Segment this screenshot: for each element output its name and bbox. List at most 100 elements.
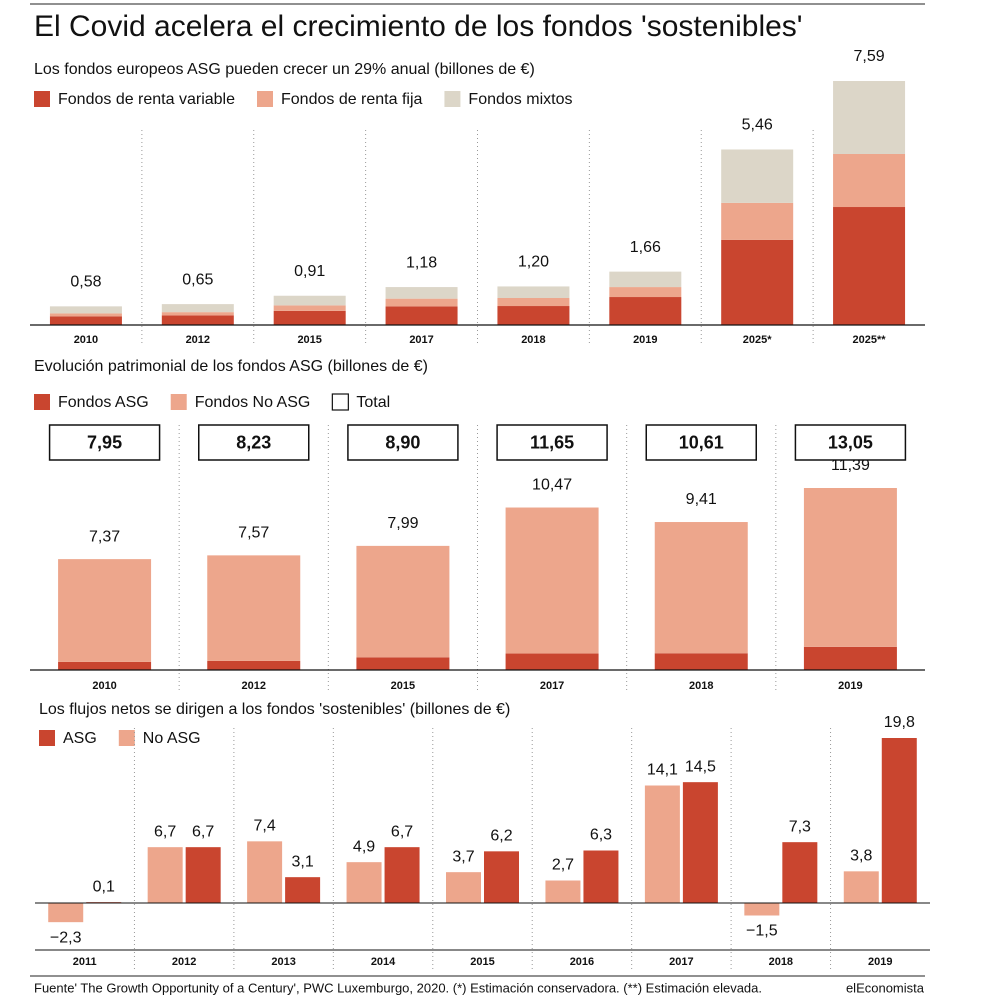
bar — [247, 841, 283, 903]
bar-segment — [833, 153, 906, 208]
bar-segment — [609, 287, 682, 298]
bar-segment — [356, 545, 450, 658]
x-tick-label: 2018 — [689, 680, 713, 692]
bar-segment — [58, 661, 152, 670]
bar — [446, 872, 481, 903]
x-tick-label: 2015 — [470, 956, 494, 968]
bar — [185, 847, 221, 903]
x-tick-label: 2013 — [271, 956, 295, 968]
bar-segment — [49, 306, 122, 314]
x-tick-label: 2012 — [172, 956, 196, 968]
x-tick-label: 2014 — [371, 956, 396, 968]
bar — [285, 877, 321, 903]
total-box — [198, 424, 310, 461]
bar — [147, 847, 183, 903]
value-label: 0,1 — [93, 878, 115, 895]
brand: elEconomista — [846, 980, 925, 995]
bar-segment — [654, 653, 748, 670]
total-label: 8,23 — [236, 432, 271, 452]
legend-swatch — [34, 91, 50, 107]
bar-segment — [207, 660, 301, 670]
bar-segment — [273, 295, 346, 306]
total-box — [48, 424, 161, 461]
bar-segment — [609, 297, 682, 325]
value-label: 7,57 — [238, 525, 269, 542]
value-label: 14,5 — [685, 758, 716, 775]
bar-segment — [385, 287, 458, 299]
bar-segment — [273, 305, 346, 311]
bar-segment — [49, 313, 122, 317]
x-tick-label: 2012 — [242, 680, 266, 692]
bar-segment — [803, 488, 897, 647]
value-label: 7,99 — [387, 515, 418, 532]
bar-segment — [833, 207, 906, 325]
legend-swatch — [444, 91, 461, 107]
x-tick-label: 2015 — [391, 680, 415, 692]
bar-segment — [721, 149, 794, 203]
legend-swatch — [118, 730, 135, 746]
x-tick-label: 2010 — [92, 680, 116, 692]
chart-title: Evolución patrimonial de los fondos ASG … — [34, 358, 428, 375]
bar — [843, 871, 879, 903]
bar-segment — [497, 297, 570, 307]
bar-segment — [356, 657, 450, 670]
bar-segment — [654, 522, 748, 654]
bar-segment — [385, 298, 458, 307]
total-label: 13,05 — [828, 432, 873, 452]
x-tick-label: 2019 — [838, 680, 862, 692]
bar — [545, 880, 581, 903]
legend-label: Fondos mixtos — [468, 91, 572, 108]
total-label: 7,59 — [853, 48, 884, 65]
bar-segment — [505, 507, 599, 654]
x-tick-label: 2019 — [633, 334, 657, 346]
bar — [744, 903, 780, 916]
total-box — [645, 424, 757, 461]
bar — [682, 782, 718, 903]
bar — [48, 903, 84, 923]
total-label: 7,95 — [87, 432, 122, 452]
bar — [384, 847, 420, 903]
legend-label: Fondos No ASG — [195, 394, 311, 411]
total-label: 0,58 — [70, 274, 101, 291]
legend-label: Total — [356, 394, 390, 411]
value-label: 6,7 — [154, 823, 176, 840]
value-label: 7,37 — [89, 528, 120, 545]
bar — [583, 850, 619, 903]
total-box — [496, 424, 608, 461]
bar-segment — [721, 202, 794, 240]
x-tick-label: 2012 — [186, 334, 210, 346]
bar-segment — [161, 304, 234, 313]
total-box — [794, 424, 907, 461]
bar-segment — [721, 239, 794, 325]
legend-label: Fondos de renta fija — [281, 91, 423, 108]
value-label: 7,3 — [789, 818, 811, 835]
total-label: 10,61 — [679, 432, 724, 452]
value-label: 9,41 — [686, 491, 717, 508]
bar-segment — [385, 306, 458, 325]
total-label: 1,18 — [406, 254, 437, 271]
legend-swatch — [34, 394, 50, 410]
x-tick-label: 2017 — [540, 680, 564, 692]
value-label: 7,4 — [253, 818, 275, 835]
x-tick-label: 2015 — [297, 334, 321, 346]
x-tick-label: 2010 — [74, 334, 98, 346]
total-box — [347, 424, 459, 461]
bar-segment — [609, 271, 682, 288]
value-label: −1,5 — [746, 923, 778, 940]
legend-swatch — [170, 394, 187, 410]
bar-segment — [833, 81, 906, 154]
chart-title: Los flujos netos se dirigen a los fondos… — [39, 701, 510, 718]
total-label: 1,20 — [518, 254, 549, 271]
bar-segment — [803, 646, 897, 670]
legend-label: Fondos de renta variable — [58, 91, 235, 108]
bar-segment — [161, 312, 234, 316]
legend-swatch — [39, 730, 55, 746]
x-tick-label: 2025* — [743, 334, 772, 346]
legend-swatch — [331, 393, 349, 411]
page-title: El Covid acelera el crecimiento de los f… — [34, 10, 803, 43]
value-label: 4,9 — [353, 838, 375, 855]
source: Fuente' The Growth Opportunity of a Cent… — [34, 980, 762, 995]
bar-segment — [273, 310, 346, 325]
bar — [346, 862, 382, 903]
